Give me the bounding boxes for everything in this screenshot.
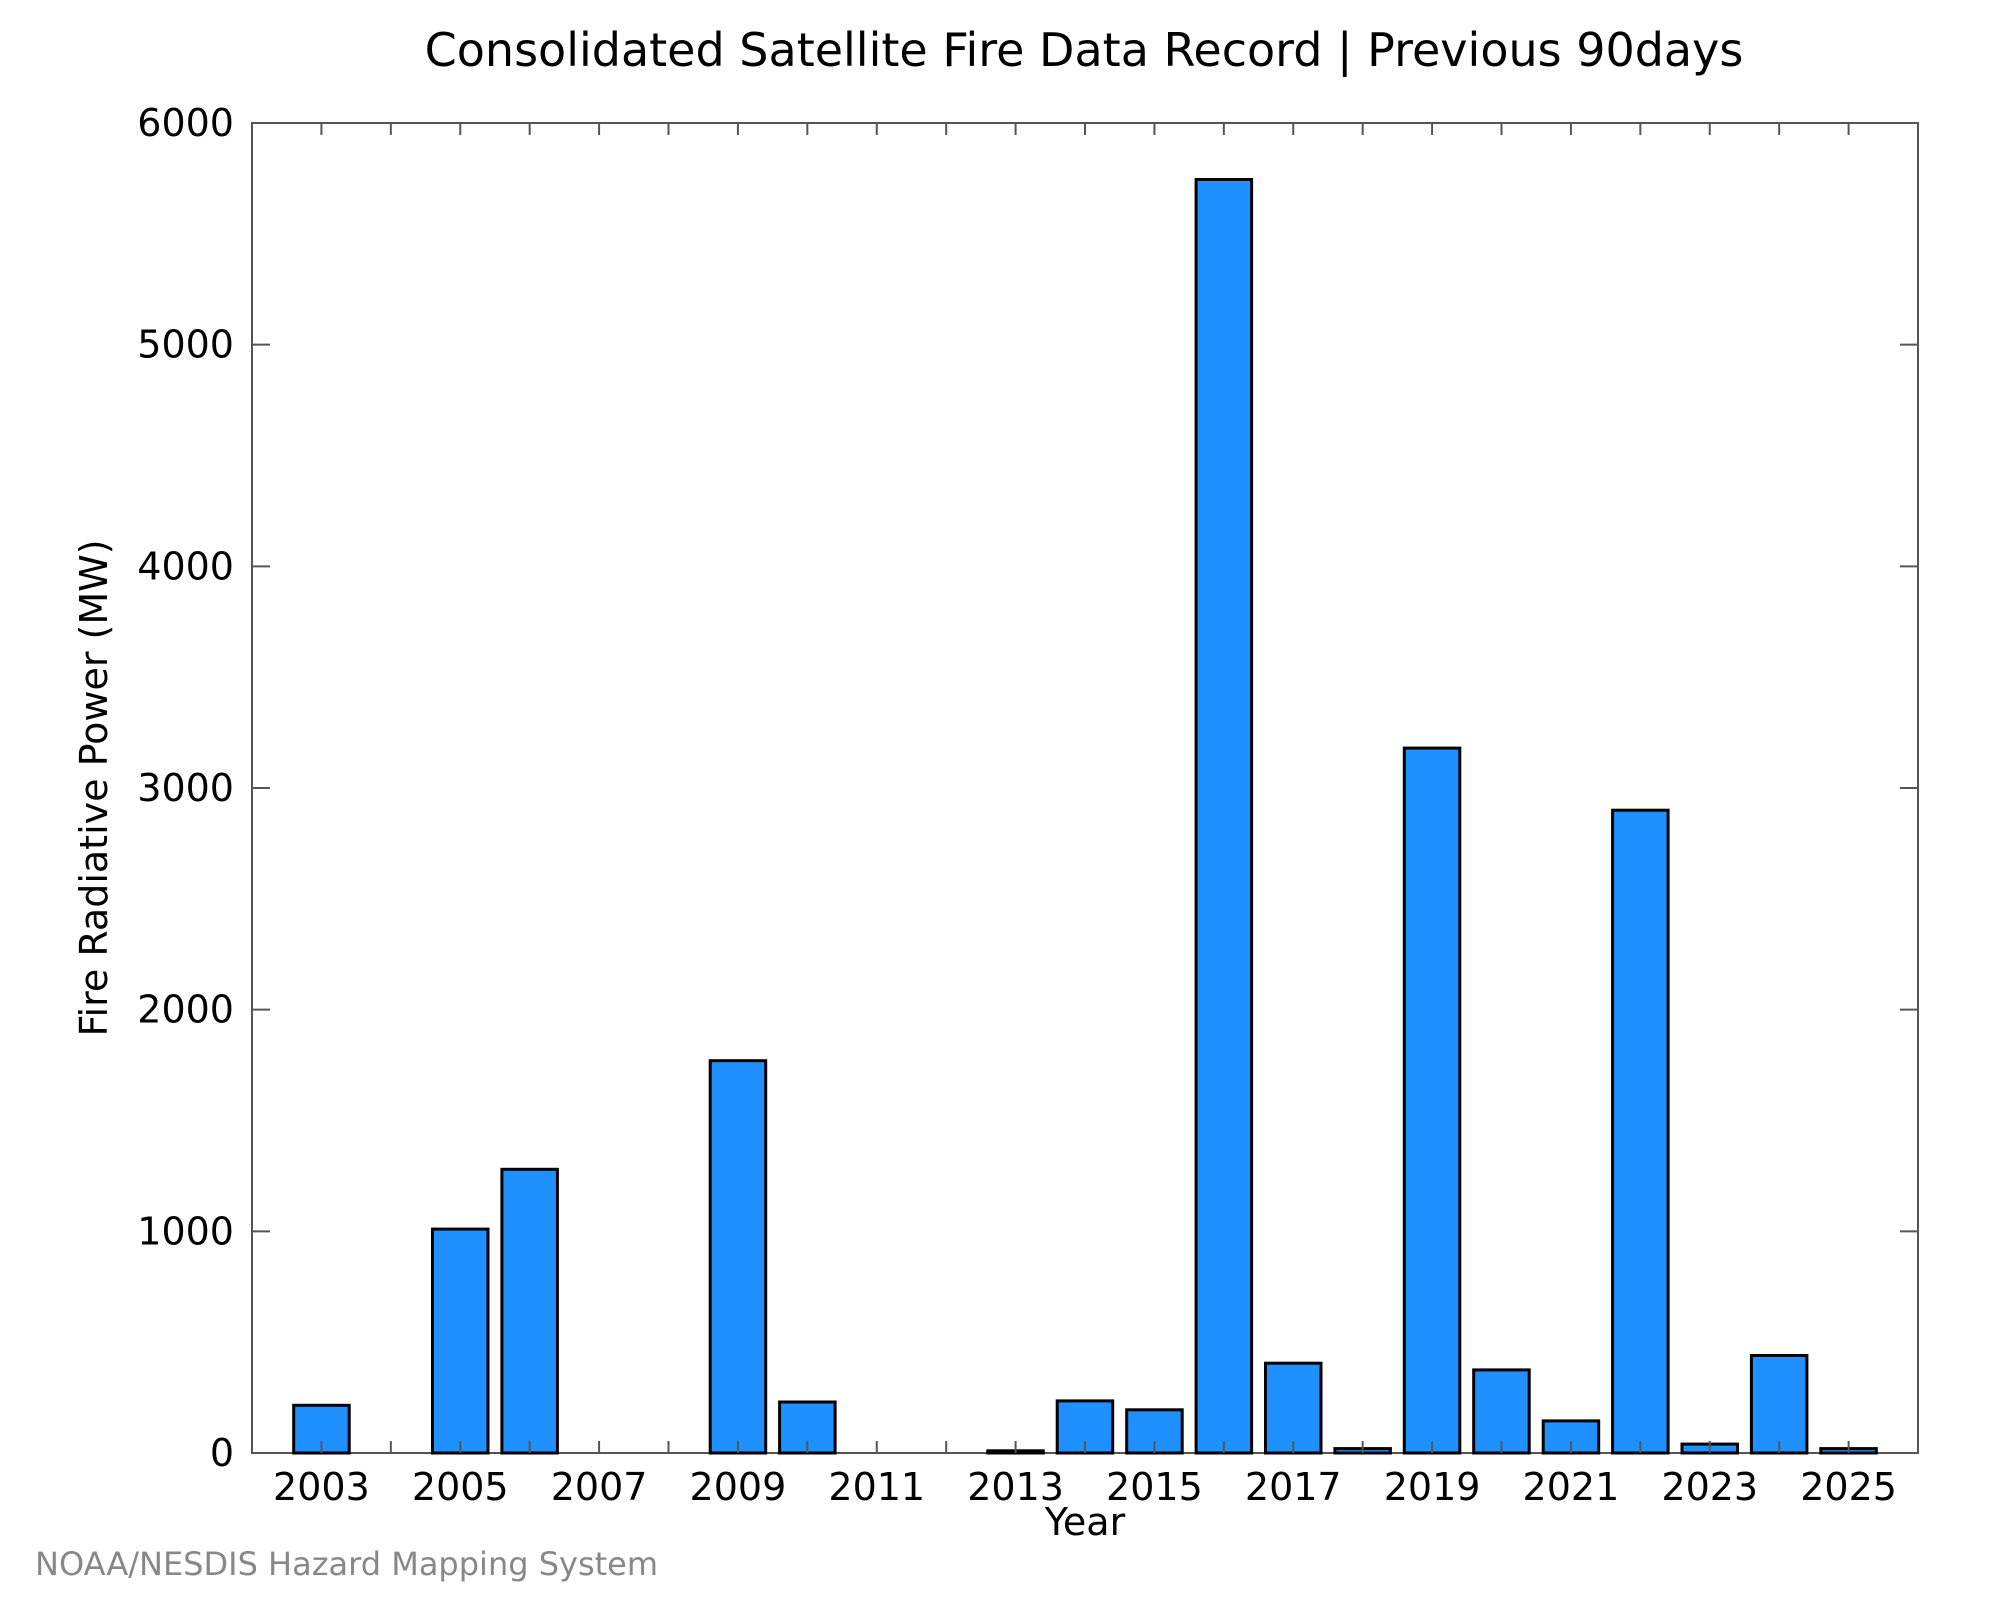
bar-2020 (1472, 1368, 1531, 1455)
x-tick-label-2003: 2003 (273, 1465, 370, 1509)
x-tick-label-2005: 2005 (412, 1465, 509, 1509)
y-tick-label-5000: 5000 (137, 323, 234, 367)
y-tick-label-0: 0 (210, 1431, 234, 1475)
x-tick-label-2025: 2025 (1800, 1465, 1897, 1509)
y-tick-label-6000: 6000 (137, 101, 234, 145)
x-axis-ticks: 2003 2005 2007 2009 2011 2013 2015 2017 2019 2021… (273, 123, 1897, 1509)
x-tick-label-2007: 2007 (551, 1465, 648, 1509)
y-tick-label-2000: 2000 (137, 988, 234, 1032)
y-tick-label-3000: 3000 (137, 766, 234, 810)
x-tick-label-2021: 2021 (1523, 1465, 1620, 1509)
x-tick-label-2023: 2023 (1661, 1465, 1758, 1509)
y-tick-label-4000: 4000 (137, 544, 234, 588)
bar-2019 (1402, 746, 1462, 1455)
bar-2006 (500, 1167, 559, 1455)
x-tick-label-2013: 2013 (967, 1465, 1064, 1509)
x-tick-label-2009: 2009 (690, 1465, 787, 1509)
y-axis-label: Fire Radiative Power (MW) (72, 539, 116, 1036)
x-tick-label-2011: 2011 (828, 1465, 925, 1509)
y-tick-label-1000: 1000 (137, 1209, 234, 1253)
x-axis-label: Year (1044, 1500, 1126, 1544)
bar-2016 (1194, 178, 1254, 1455)
bar-2022 (1611, 808, 1670, 1455)
credit-text: NOAA/NESDIS Hazard Mapping System (35, 1545, 658, 1583)
bar-2005 (431, 1227, 490, 1455)
chart-title: Consolidated Satellite Fire Data Record … (425, 23, 1744, 78)
bar-2017 (1264, 1361, 1323, 1455)
x-tick-label-2015: 2015 (1106, 1465, 1203, 1509)
x-tick-label-2017: 2017 (1245, 1465, 1342, 1509)
bar-2009 (708, 1059, 768, 1455)
x-tick-label-2019: 2019 (1384, 1465, 1481, 1509)
bars-group (292, 178, 1878, 1455)
y-axis-ticks: 0 1000 2000 3000 4000 5000 6000 (137, 101, 1918, 1475)
bar-2024 (1749, 1354, 1809, 1455)
